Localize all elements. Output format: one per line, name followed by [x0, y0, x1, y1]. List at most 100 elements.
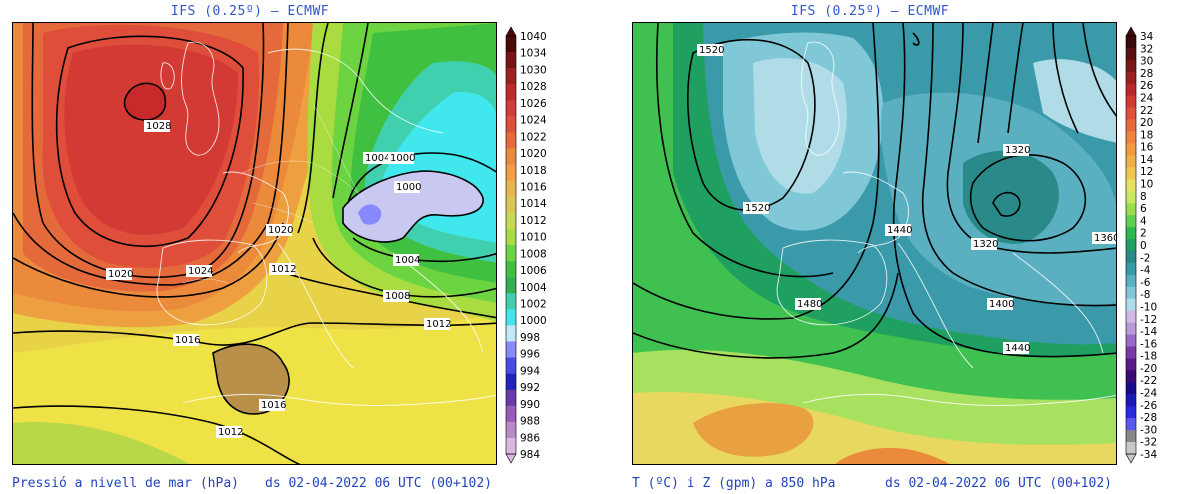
coast-north-sea — [267, 48, 444, 134]
colorbar-swatch — [1126, 227, 1136, 240]
colorbar-swatch — [1126, 47, 1136, 61]
colorbar-swatch — [506, 116, 516, 133]
colorbar-swatch — [506, 309, 516, 326]
colorbar-swatch — [506, 325, 516, 342]
pressure-field-1026 — [64, 44, 238, 235]
contour-label-1440-north: 1440 — [887, 225, 912, 236]
colorbar-label: -2 — [1140, 252, 1150, 264]
contour-label-1520-north: 1520 — [699, 45, 724, 56]
colorbar-swatch — [1126, 191, 1136, 204]
isobar-label-1016-south: 1016 — [261, 400, 286, 411]
colorbar-swatch — [506, 68, 516, 85]
isobar-1022 — [13, 23, 289, 286]
colorbar-swatch — [1126, 83, 1136, 97]
colorbar-label: 0 — [1140, 240, 1147, 252]
pressure-high-core — [124, 83, 166, 121]
border-1 — [242, 160, 364, 199]
colorbar-swatch — [1126, 71, 1136, 85]
colorbar-label: -16 — [1140, 338, 1157, 350]
colorbar-label: 1028 — [520, 81, 547, 93]
coast-france — [222, 171, 289, 254]
colorbar-swatch — [1126, 119, 1136, 132]
contour-labels: 1520 1520 1480 1440 1440 1400 1360 1320 … — [697, 44, 1117, 354]
colorbar-swatch — [1126, 131, 1136, 144]
coast-uk — [181, 41, 220, 156]
colorbar-swatch — [1126, 36, 1136, 49]
borders — [182, 102, 364, 284]
contour-north-3 — [1052, 23, 1079, 134]
colorbar-swatch — [1126, 298, 1136, 311]
coast-north-africa — [182, 393, 496, 406]
colorbar-swatch — [506, 293, 516, 310]
isobar-label-1004-north: 1004 — [365, 153, 390, 164]
colorbar-label: 992 — [520, 382, 540, 394]
colorbar-top-arrow — [505, 26, 517, 37]
colorbar-label: 14 — [1140, 154, 1154, 166]
isobars — [13, 23, 496, 464]
left-map: 1028 1024 1020 1020 1016 1016 1012 1012 … — [12, 22, 497, 465]
temp-field-20 — [835, 447, 950, 464]
colorbar-swatch — [1126, 155, 1136, 168]
colorbar-label: 1040 — [520, 31, 547, 43]
colorbar-label: 20 — [1140, 117, 1153, 129]
temperature-colorbar: 3432302826242220181614121086420-2-4-6-8-… — [1125, 26, 1157, 464]
colorbar-label: 34 — [1140, 31, 1154, 43]
colorbar-bottom-arrow — [1125, 453, 1137, 464]
colorbar-label: -6 — [1140, 277, 1151, 289]
colorbar-swatch — [1126, 334, 1136, 347]
coast-ireland — [160, 62, 175, 90]
colorbar-label: 996 — [520, 349, 540, 361]
colorbar-swatch — [506, 421, 516, 439]
colorbar-swatch — [1126, 406, 1136, 419]
colorbar-label: 30 — [1140, 56, 1153, 68]
colorbar-label: 12 — [1140, 166, 1153, 178]
colorbar-swatch — [1126, 418, 1136, 431]
colorbar-swatch — [506, 180, 516, 198]
pressure-low-core — [358, 204, 382, 225]
isobar-label-1028: 1028 — [146, 121, 171, 132]
colorbar-swatch — [1126, 179, 1136, 192]
coast-iberia-right — [776, 239, 888, 326]
isobar-1026 — [55, 35, 244, 247]
left-caption-time: ds 02-04-2022 06 UTC (00+102) — [265, 476, 492, 491]
colorbar-swatch — [1126, 286, 1136, 300]
colorbar-label: 1034 — [520, 48, 547, 60]
colorbar-swatch — [506, 389, 516, 407]
left-caption-variable: Pressió a nivell de mar (hPa) — [12, 476, 239, 491]
isobar-1004-south — [352, 237, 496, 263]
contour-label-1320-north: 1320 — [1005, 145, 1030, 156]
colorbar-top-arrow — [1125, 26, 1137, 37]
contour-label-1360: 1360 — [1094, 233, 1117, 244]
right-map-title: IFS (0.25º) — ECMWF — [790, 4, 950, 19]
colorbar-label: -28 — [1140, 412, 1157, 424]
isobar-label-1012-center: 1012 — [271, 264, 296, 275]
contour-label-1440-south: 1440 — [1005, 343, 1030, 354]
colorbar-label: 24 — [1140, 92, 1154, 104]
colorbar-swatch — [506, 437, 516, 455]
colorbar-label: 1006 — [520, 265, 547, 277]
colorbar-swatch — [1126, 95, 1136, 108]
colorbar-label: -14 — [1140, 326, 1157, 338]
right-map-svg: 1520 1520 1480 1440 1440 1400 1360 1320 … — [633, 23, 1117, 464]
contour-label-1520-south: 1520 — [745, 203, 770, 214]
colorbar-label: 994 — [520, 365, 540, 377]
colorbar-label: 988 — [520, 416, 540, 428]
isobar-1024 — [31, 23, 265, 279]
colorbar-swatch — [1126, 239, 1136, 252]
temp-field-18 — [693, 403, 814, 457]
colorbar-swatch — [1126, 346, 1136, 359]
colorbar-label: -10 — [1140, 301, 1157, 313]
colorbar-label: 32 — [1140, 43, 1153, 55]
colorbar-swatch — [1126, 143, 1136, 156]
colorbar-swatch — [506, 373, 516, 390]
border-3 — [182, 279, 229, 284]
colorbar-label: 8 — [1140, 191, 1147, 203]
colorbar-swatch — [1126, 215, 1136, 228]
colorbar-swatch — [1126, 358, 1136, 371]
colorbar-swatch — [1126, 274, 1136, 288]
isobar-label-1012-east: 1012 — [426, 319, 451, 330]
colorbar-swatch — [1126, 394, 1136, 407]
isobar-label-1020-west: 1020 — [108, 269, 133, 280]
colorbar-swatch — [506, 212, 516, 230]
colorbar-label: -32 — [1140, 437, 1157, 449]
